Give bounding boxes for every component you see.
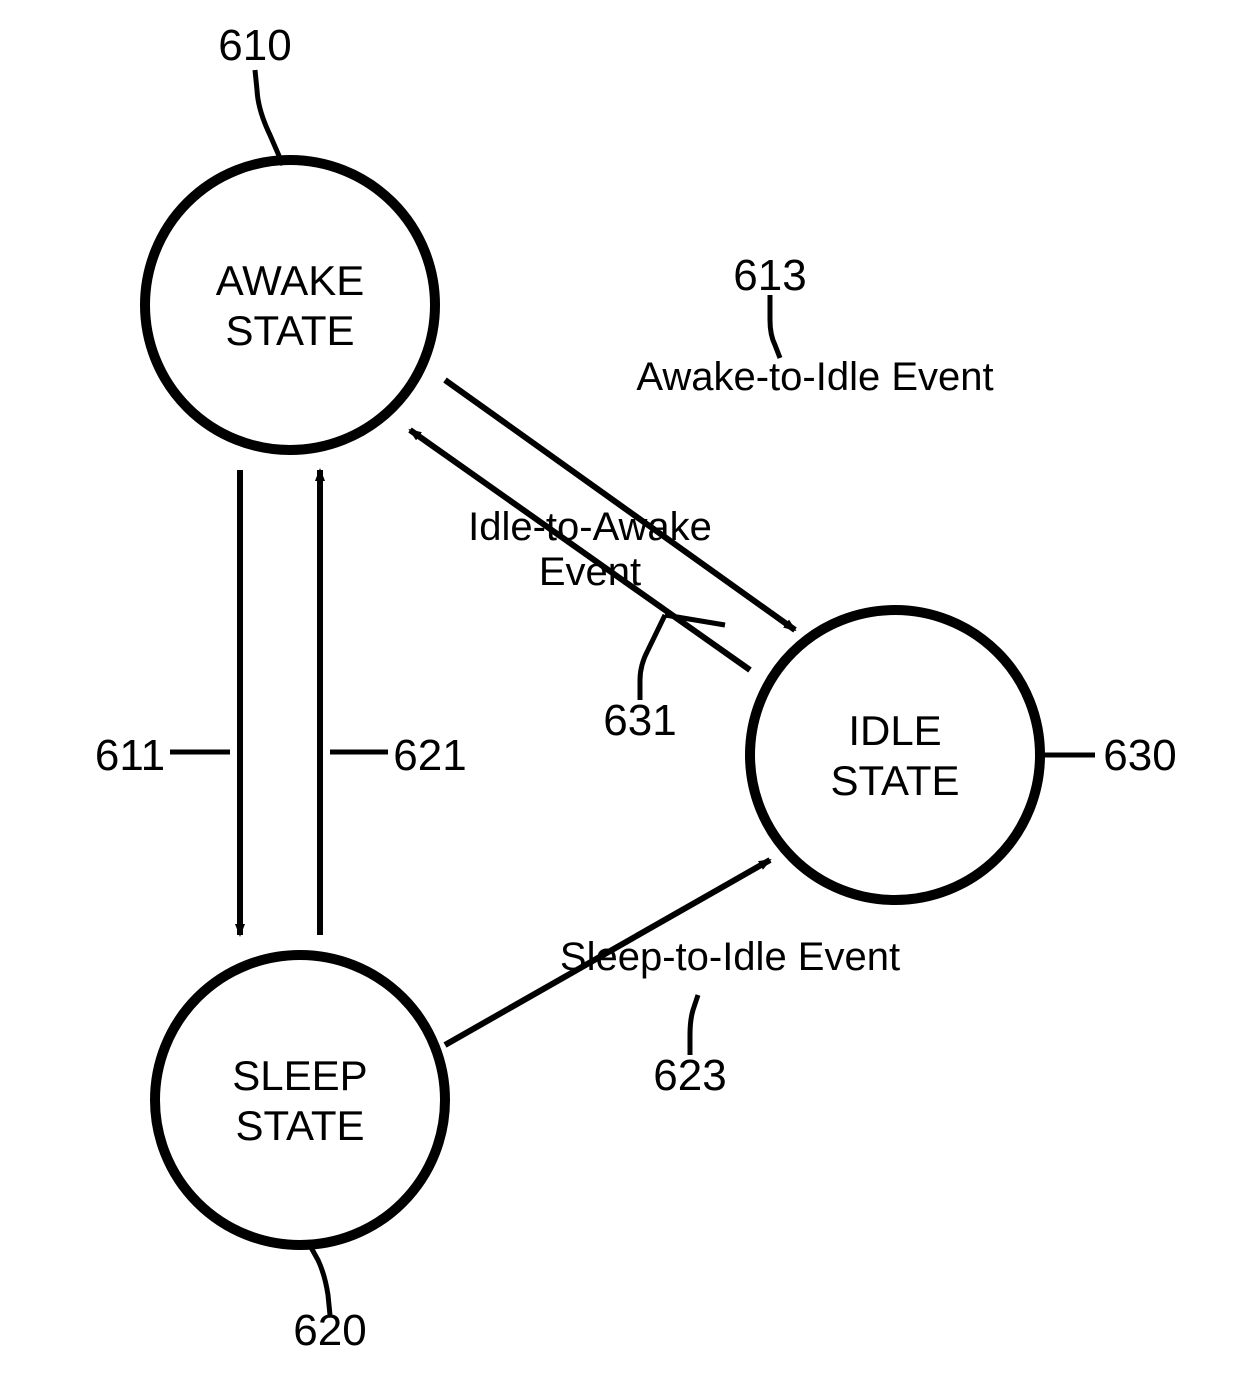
idle-to-awake-event-label-2: Event — [539, 550, 641, 594]
awake-ref-label: 610 — [218, 21, 291, 70]
edge-613-leader — [770, 295, 780, 358]
sleep-state-label-1: SLEEP — [232, 1052, 367, 1099]
state-diagram: AWAKE STATE 610 SLEEP STATE 620 IDLE STA… — [0, 0, 1253, 1373]
awake-state-label-1: AWAKE — [216, 257, 365, 304]
idle-state-label-1: IDLE — [848, 707, 941, 754]
sleep-state-node — [155, 955, 445, 1245]
edge-631-leader — [640, 615, 665, 700]
sleep-ref-leader — [308, 1242, 330, 1315]
edge-611-label: 611 — [95, 731, 165, 780]
sleep-to-idle-event-label: Sleep-to-Idle Event — [560, 935, 900, 979]
edge-621-label: 621 — [393, 731, 466, 780]
idle-ref-label: 630 — [1103, 731, 1176, 780]
awake-to-idle-event-label: Awake-to-Idle Event — [636, 355, 993, 399]
awake-state-label-2: STATE — [225, 307, 354, 354]
edge-631-label: 631 — [603, 696, 676, 745]
sleep-state-label-2: STATE — [235, 1102, 364, 1149]
edge-613-label: 613 — [733, 251, 806, 300]
edge-623-label: 623 — [653, 1051, 726, 1100]
awake-state-node — [145, 160, 435, 450]
idle-state-label-2: STATE — [830, 757, 959, 804]
idle-to-awake-event-label-1: Idle-to-Awake — [468, 505, 712, 549]
idle-state-node — [750, 610, 1040, 900]
awake-ref-leader — [255, 70, 283, 165]
edge-623-leader — [690, 995, 698, 1055]
sleep-ref-label: 620 — [293, 1306, 366, 1355]
